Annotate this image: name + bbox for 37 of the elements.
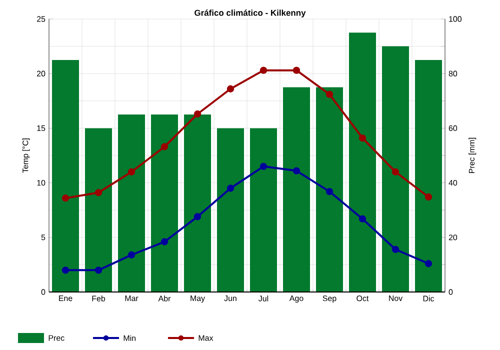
point [292, 66, 300, 74]
point [94, 189, 102, 196]
point [326, 90, 334, 98]
point [160, 238, 168, 246]
point [226, 184, 234, 192]
point [62, 194, 70, 202]
point [260, 66, 268, 74]
bar [184, 114, 211, 292]
bar [85, 128, 112, 292]
point [128, 168, 136, 176]
point [424, 193, 432, 201]
bar [349, 32, 376, 292]
point [226, 85, 234, 92]
point [424, 260, 432, 268]
point [94, 266, 102, 274]
bar [118, 114, 145, 292]
point [160, 143, 168, 150]
point [292, 167, 300, 174]
bar [250, 128, 278, 292]
point [358, 215, 366, 222]
bar [316, 87, 344, 292]
point [128, 251, 136, 258]
bar [151, 114, 178, 292]
bar [382, 46, 410, 292]
bar [415, 60, 442, 292]
point [392, 246, 400, 253]
chart-title: Gráfico climático - Kilkenny [194, 10, 306, 18]
point [392, 168, 400, 176]
point [194, 110, 202, 118]
point [326, 188, 334, 196]
point [194, 213, 202, 220]
bar [217, 128, 244, 292]
point [358, 134, 366, 142]
bar [52, 60, 79, 292]
point [62, 266, 70, 274]
point [260, 162, 268, 170]
bar [283, 87, 310, 292]
